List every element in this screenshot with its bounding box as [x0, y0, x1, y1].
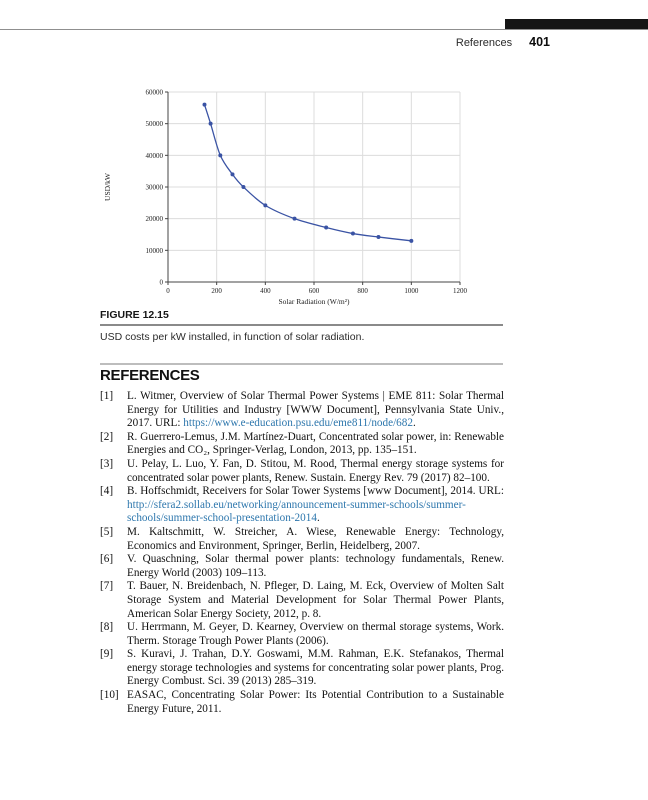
reference-number: [5]	[100, 525, 114, 538]
page-header: References 401	[456, 35, 550, 49]
x-tick-label: 400	[260, 287, 271, 295]
reference-number: [9]	[100, 648, 114, 661]
reference-text: V. Quaschning, Solar thermal power plant…	[127, 553, 504, 580]
reference-item: [2] R. Guerrero-Lemus, J.M. Martínez-Duar…	[100, 431, 504, 458]
data-point	[230, 172, 235, 177]
x-tick-label: 200	[211, 287, 222, 295]
reference-text-segment: L. Witmer, Overview of Solar Thermal Pow…	[127, 390, 504, 430]
data-point	[324, 225, 329, 230]
reference-item: [4] B. Hoffschmidt, Receivers for Solar T…	[100, 485, 504, 526]
data-point	[409, 238, 414, 243]
data-series-line	[203, 104, 412, 242]
x-tick-label: 1000	[404, 287, 419, 295]
references-heading: REFERENCES	[100, 367, 200, 384]
y-tick-label: 30000	[146, 184, 164, 192]
reference-text: EASAC, Concentrating Solar Power: Its Po…	[127, 689, 504, 716]
data-point	[350, 231, 355, 236]
reference-number: [6]	[100, 553, 114, 566]
x-tick-label: 0	[166, 287, 170, 295]
reference-text-segment: EASAC, Concentrating Solar Power: Its Po…	[127, 689, 504, 715]
reference-text-segment: V. Quaschning, Solar thermal power plant…	[127, 553, 504, 579]
reference-link[interactable]: https://www.e-education.psu.edu/eme811/n…	[183, 417, 413, 430]
reference-number: [10]	[100, 689, 119, 702]
reference-item: [6] V. Quaschning, Solar thermal power pl…	[100, 553, 504, 580]
header-black-bar	[505, 19, 648, 29]
references-list: [1] L. Witmer, Overview of Solar Thermal …	[100, 390, 504, 716]
references-rule	[100, 363, 503, 365]
y-tick-label: 60000	[146, 89, 164, 97]
reference-item: [10] EASAC, Concentrating Solar Power: It…	[100, 689, 504, 716]
reference-text-segment: T. Bauer, N. Breidenbach, N. Pfleger, D.…	[127, 580, 504, 620]
reference-item: [5] M. Kaltschmitt, W. Streicher, A. Wies…	[100, 526, 504, 553]
data-point	[263, 203, 268, 208]
data-point	[208, 121, 213, 126]
reference-text-segment: .	[316, 512, 320, 525]
reference-text-segment: B. Hoffschmidt, Receivers for Solar Towe…	[127, 485, 504, 498]
reference-item: [7] T. Bauer, N. Breidenbach, N. Pfleger,…	[100, 580, 504, 621]
reference-text: S. Kuravi, J. Trahan, D.Y. Goswami, M.M.…	[127, 648, 504, 689]
reference-text: U. Herrmann, M. Geyer, D. Kearney, Overv…	[127, 621, 504, 648]
data-point	[218, 153, 223, 158]
x-tick-label: 1200	[453, 287, 468, 295]
y-tick-label: 20000	[146, 215, 164, 223]
reference-item: [1] L. Witmer, Overview of Solar Thermal …	[100, 390, 504, 431]
reference-item: [3] U. Pelay, L. Luo, Y. Fan, D. Stitou, …	[100, 458, 504, 485]
reference-number: [1]	[100, 390, 114, 402]
reference-text-segment: U. Pelay, L. Luo, Y. Fan, D. Stitou, M. …	[127, 457, 504, 484]
line-chart: 0 200 400 600 800 1000 1200 0 10000 20000 30000 400…	[103, 89, 468, 307]
reference-text-segment: .	[412, 417, 416, 430]
page-number: 401	[529, 35, 550, 49]
reference-number: [7]	[100, 580, 114, 593]
y-axis-title: USD/kW	[103, 172, 112, 201]
reference-text-segment: U. Herrmann, M. Geyer, D. Kearney, Overv…	[127, 621, 504, 647]
reference-text: L. Witmer, Overview of Solar Thermal Pow…	[127, 390, 504, 431]
figure-caption: USD costs per kW installed, in function …	[100, 331, 365, 343]
data-point	[376, 235, 381, 240]
x-tick-label: 800	[357, 287, 368, 295]
running-head: References	[455, 37, 513, 49]
reference-text: T. Bauer, N. Breidenbach, N. Pfleger, D.…	[127, 580, 504, 621]
reference-text-segment: M. Kaltschmitt, W. Streicher, A. Wiese, …	[127, 525, 504, 552]
reference-number: [4]	[100, 485, 114, 498]
x-axis-title: Solar Radiation (W/m²)	[279, 297, 350, 306]
data-point	[241, 185, 246, 189]
reference-link[interactable]: http://sfera2.sollab.eu/networking/annou…	[127, 498, 466, 525]
figure-label: FIGURE 12.15	[100, 309, 169, 321]
figure-rule	[100, 324, 503, 326]
y-tick-label: 0	[160, 279, 164, 287]
reference-text: M. Kaltschmitt, W. Streicher, A. Wiese, …	[127, 526, 504, 553]
reference-text-segment: R. Guerrero-Lemus, J.M. Martínez-Duart, …	[127, 430, 504, 457]
reference-item: [8] U. Herrmann, M. Geyer, D. Kearney, Ov…	[100, 621, 504, 648]
reference-text: R. Guerrero-Lemus, J.M. Martínez-Duart, …	[127, 431, 504, 458]
reference-text: B. Hoffschmidt, Receivers for Solar Towe…	[127, 485, 504, 526]
reference-number: [3]	[100, 457, 114, 470]
reference-number: [8]	[100, 621, 114, 634]
data-point	[202, 102, 207, 107]
y-tick-label: 10000	[146, 247, 164, 255]
reference-text-segment: S. Kuravi, J. Trahan, D.Y. Goswami, M.M.…	[127, 648, 504, 688]
reference-number: [2]	[100, 430, 114, 443]
y-tick-label: 40000	[146, 152, 164, 160]
y-tick-label: 50000	[146, 120, 164, 128]
reference-item: [9] S. Kuravi, J. Trahan, D.Y. Goswami, M…	[100, 648, 504, 689]
header-rule	[0, 29, 648, 30]
x-tick-label: 600	[309, 287, 320, 295]
reference-text: U. Pelay, L. Luo, Y. Fan, D. Stitou, M. …	[127, 458, 504, 485]
data-point	[292, 216, 297, 221]
